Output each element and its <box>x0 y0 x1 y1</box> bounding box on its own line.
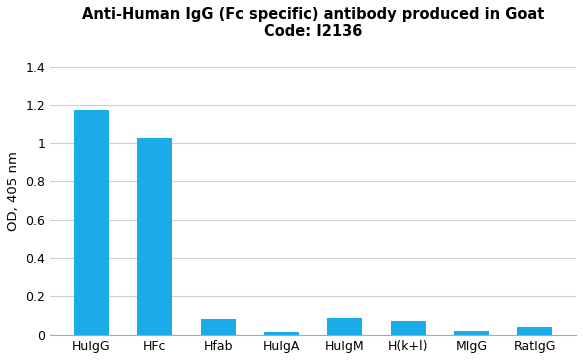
Bar <box>138 138 173 334</box>
Bar <box>518 327 552 334</box>
Bar <box>391 321 426 334</box>
Bar <box>264 332 299 334</box>
Y-axis label: OD, 405 nm: OD, 405 nm <box>7 151 20 231</box>
Bar <box>201 319 236 334</box>
Title: Anti-Human IgG (Fc specific) antibody produced in Goat
Code: I2136: Anti-Human IgG (Fc specific) antibody pr… <box>82 7 545 39</box>
Bar <box>74 110 109 334</box>
Bar <box>454 331 489 334</box>
Bar <box>328 318 362 334</box>
